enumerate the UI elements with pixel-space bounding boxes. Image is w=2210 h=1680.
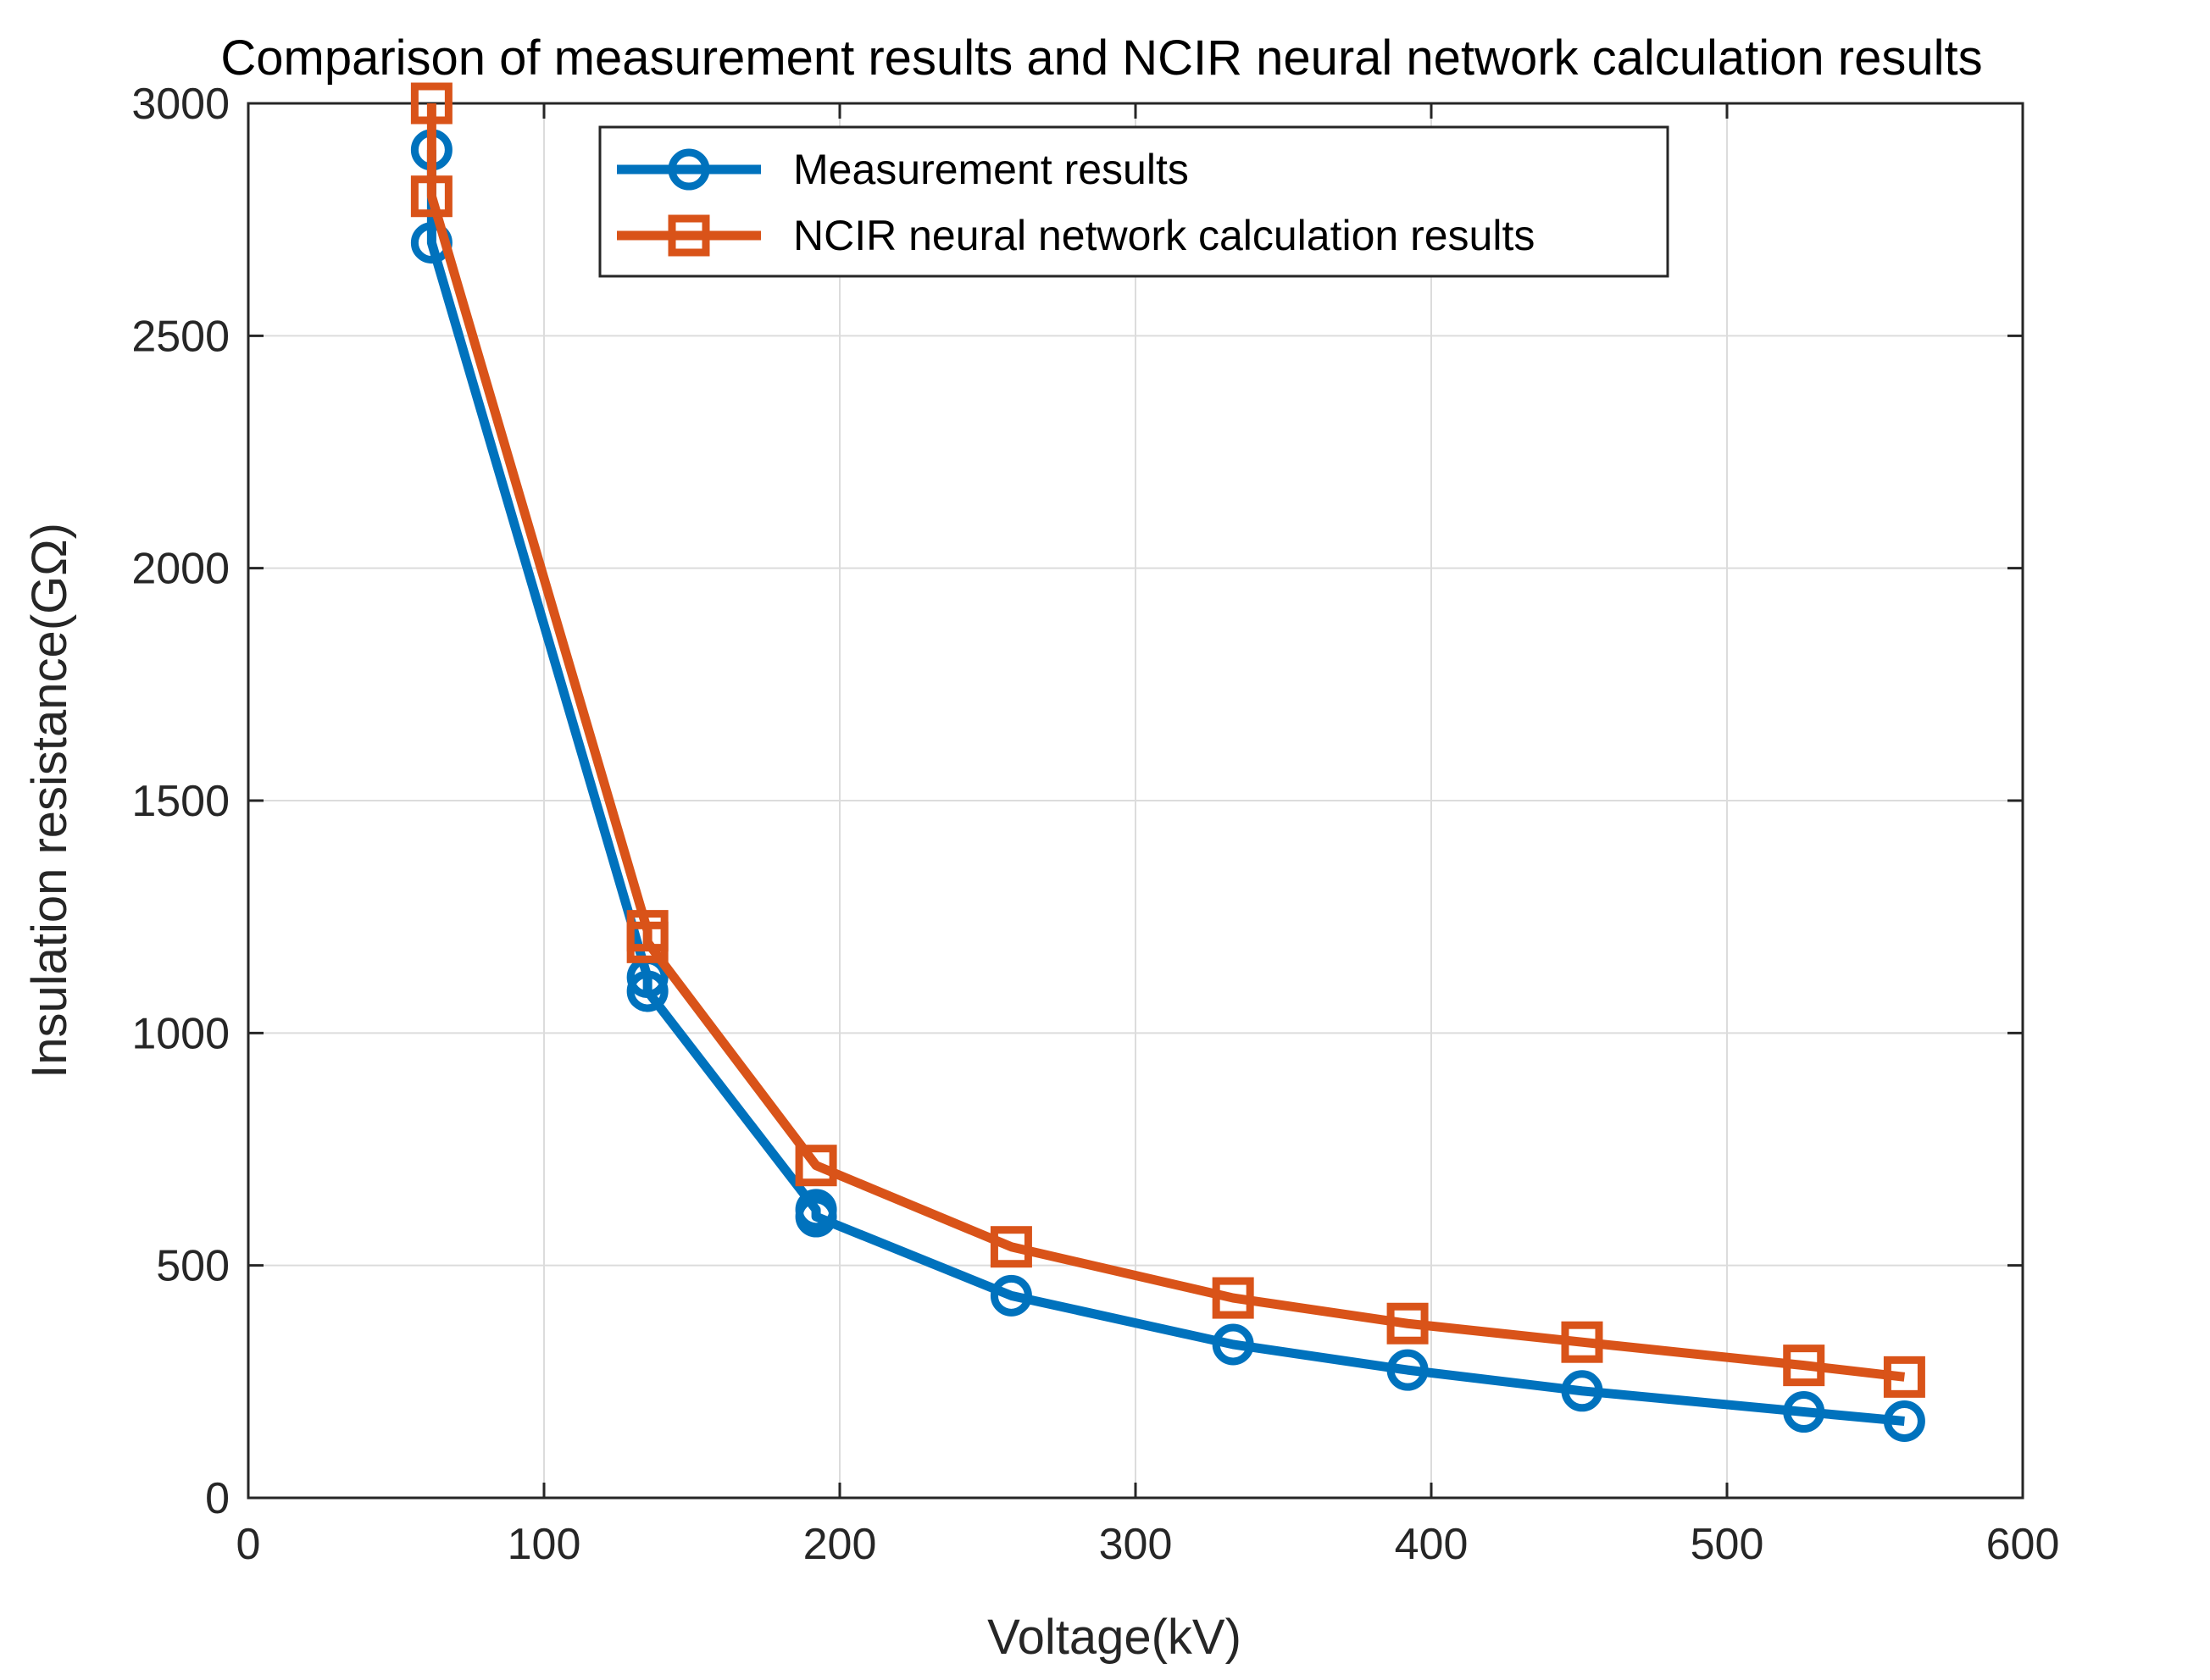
data-point [1883,1400,1925,1442]
chart-title: Comparison of measurement results and NC… [220,30,1982,86]
legend-label: Measurement results [793,146,1189,193]
series-line [426,149,1905,1426]
tick-layer: 0 100 200 300 400 500 600 0 500 1000 1500 2000 2500 3… [131,80,2059,1569]
y-tick-label: 1000 [131,1009,230,1058]
x-tick-label: 300 [1099,1520,1173,1569]
legend-label: NCIR neural network calculation results [793,212,1535,259]
y-tick-label: 2000 [131,545,230,594]
y-tick-label: 0 [205,1474,230,1523]
legend: Measurement results NCIR neural network c… [598,125,1669,278]
data-point [795,1145,837,1187]
series-measurement [410,129,1925,1442]
y-tick-label: 2500 [131,312,230,361]
y-tick-label: 500 [156,1242,230,1291]
data-point [1783,1345,1825,1387]
data-point [990,1226,1032,1268]
y-tick-label: 1500 [131,777,230,826]
data-point [1561,1370,1603,1412]
data-point [1212,1277,1254,1319]
legend-box [598,125,1669,278]
data-point [626,921,669,963]
x-tick-label: 400 [1395,1520,1469,1569]
data-point [1783,1390,1825,1433]
x-tick-label: 100 [508,1520,581,1569]
data-point [1212,1323,1254,1366]
x-tick-label: 200 [803,1520,877,1569]
data-point [410,175,453,218]
data-point [1883,1356,1925,1398]
data-point [1561,1321,1603,1363]
x-axis-label: Voltage(kV) [987,1610,1241,1665]
x-tick-label: 500 [1691,1520,1764,1569]
legend-marker [668,214,710,257]
y-tick-label: 3000 [131,80,230,129]
data-point [795,1195,837,1238]
series-ncir [410,82,1925,1398]
legend-marker [668,148,710,191]
series-line [426,103,1906,1382]
x-tick-label: 600 [1986,1520,2060,1569]
data-point [990,1274,1032,1317]
data-point [626,970,669,1012]
data-point [1386,1302,1429,1345]
y-axis-label: Insulation resistance(GΩ) [22,523,77,1078]
data-point [1386,1349,1429,1391]
data-point [410,82,453,125]
series-layer [410,82,1925,1442]
x-tick-label: 0 [236,1520,261,1569]
